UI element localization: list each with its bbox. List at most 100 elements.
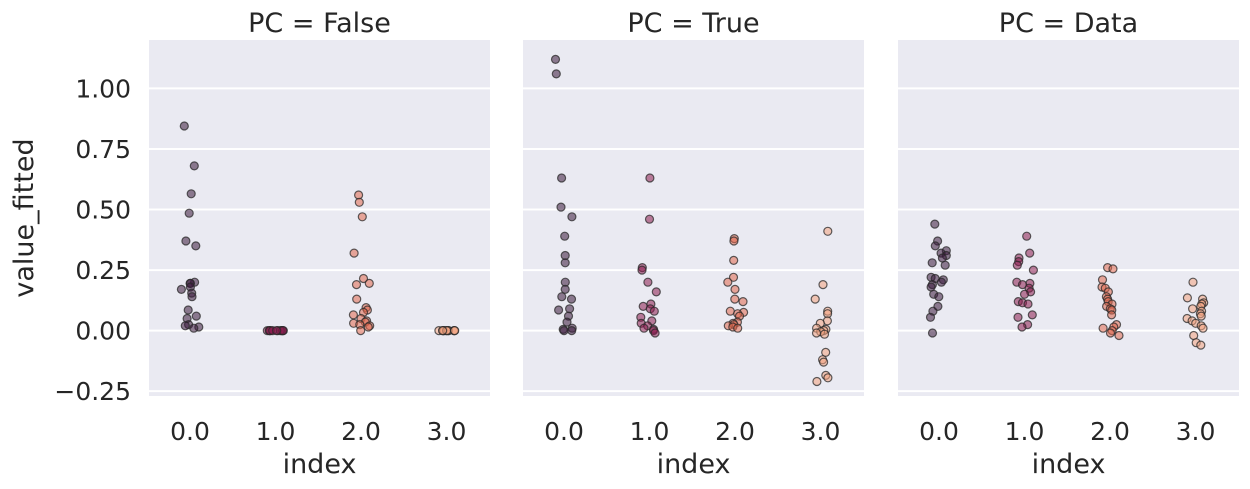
data-point — [1196, 311, 1206, 321]
data-point — [553, 305, 564, 315]
data-point — [1105, 328, 1116, 338]
plot-background — [523, 40, 864, 396]
data-point — [1019, 289, 1030, 299]
data-point — [645, 173, 655, 183]
data-point — [352, 294, 362, 304]
y-tick-label: −0.25 — [54, 377, 131, 406]
y-axis-label: value_fitted — [9, 138, 40, 297]
data-point — [730, 284, 740, 294]
data-point — [725, 306, 735, 316]
data-point — [729, 236, 739, 246]
points — [925, 219, 1209, 350]
data-point — [189, 323, 199, 333]
data-point — [730, 294, 740, 304]
points — [176, 121, 460, 336]
data-point — [1028, 265, 1039, 275]
data-point — [363, 322, 373, 332]
data-point — [644, 214, 655, 224]
data-point — [560, 258, 570, 268]
data-point — [184, 208, 194, 218]
data-point — [728, 272, 739, 282]
data-point — [729, 255, 739, 265]
data-point — [354, 197, 364, 207]
data-point — [930, 241, 940, 251]
data-point — [556, 202, 566, 212]
data-point — [559, 326, 569, 336]
data-point — [651, 287, 661, 297]
data-point — [812, 376, 822, 387]
data-point — [925, 312, 936, 322]
data-point — [1027, 310, 1037, 320]
data-point — [818, 280, 828, 290]
x-tick-label: 3.0 — [1176, 417, 1216, 446]
data-point — [643, 277, 653, 287]
data-point — [738, 297, 748, 307]
data-point — [934, 292, 944, 302]
points — [550, 54, 833, 387]
x-tick-label: 3.0 — [801, 417, 841, 446]
data-point — [1108, 264, 1118, 274]
data-point — [191, 311, 201, 321]
y-tick-label: 0.25 — [75, 256, 131, 285]
data-point — [556, 173, 567, 183]
data-point — [810, 294, 820, 304]
x-tick-label: 2.0 — [341, 417, 381, 446]
x-tick-label: 2.0 — [715, 417, 755, 446]
data-point — [351, 280, 362, 290]
data-point — [1023, 299, 1033, 309]
data-point — [819, 329, 830, 339]
data-point — [811, 328, 822, 338]
data-point — [180, 321, 190, 331]
x-tick-label: 0.0 — [919, 417, 959, 446]
x-tick-label: 2.0 — [1090, 417, 1130, 446]
data-point — [637, 265, 647, 275]
x-tick-label: 0.0 — [544, 417, 584, 446]
data-point — [1198, 323, 1208, 333]
data-point — [650, 328, 660, 338]
data-point — [567, 212, 577, 222]
data-point — [358, 273, 369, 284]
plot-background — [898, 40, 1239, 396]
data-point — [927, 328, 938, 338]
x-tick-label: 1.0 — [630, 417, 670, 446]
data-point — [1025, 248, 1035, 258]
data-point — [927, 258, 937, 268]
data-point — [560, 284, 570, 294]
facet-title: PC = True — [627, 8, 759, 39]
x-tick-label: 0.0 — [170, 417, 210, 446]
y-tick-label: 0.75 — [75, 135, 131, 164]
data-point — [1106, 310, 1117, 320]
data-point — [1022, 231, 1032, 241]
data-point — [551, 69, 561, 79]
data-point — [723, 277, 733, 287]
data-point — [564, 304, 575, 314]
data-point — [1187, 304, 1198, 314]
facet-panel-2: PC = True 0.0 1.0 2.0 3.0 index — [523, 8, 864, 480]
data-point — [187, 292, 197, 302]
data-point — [1182, 293, 1193, 303]
data-point — [450, 326, 460, 336]
data-point — [191, 241, 201, 251]
data-point — [438, 326, 448, 336]
x-tick-label: 3.0 — [427, 417, 467, 446]
data-point — [1098, 323, 1108, 333]
data-point — [639, 323, 649, 333]
data-point — [179, 121, 189, 131]
x-axis-label: index — [657, 449, 731, 480]
data-point — [356, 326, 366, 336]
data-point — [550, 54, 561, 65]
x-axis-label: index — [283, 449, 357, 480]
y-tick-label: 1.00 — [75, 74, 131, 103]
data-point — [357, 212, 367, 222]
data-point — [818, 357, 829, 367]
data-point — [567, 326, 577, 336]
plot-background — [149, 40, 490, 396]
data-point — [186, 189, 196, 199]
data-point — [936, 277, 947, 287]
data-point — [649, 306, 659, 316]
data-point — [940, 260, 950, 270]
facet-panel-1: 1.00 0.75 0.50 0.25 0.00 −0.25 PC = False 0.0 1.… — [54, 8, 490, 480]
data-point — [1114, 330, 1124, 341]
x-tick-label: 1.0 — [256, 417, 296, 446]
